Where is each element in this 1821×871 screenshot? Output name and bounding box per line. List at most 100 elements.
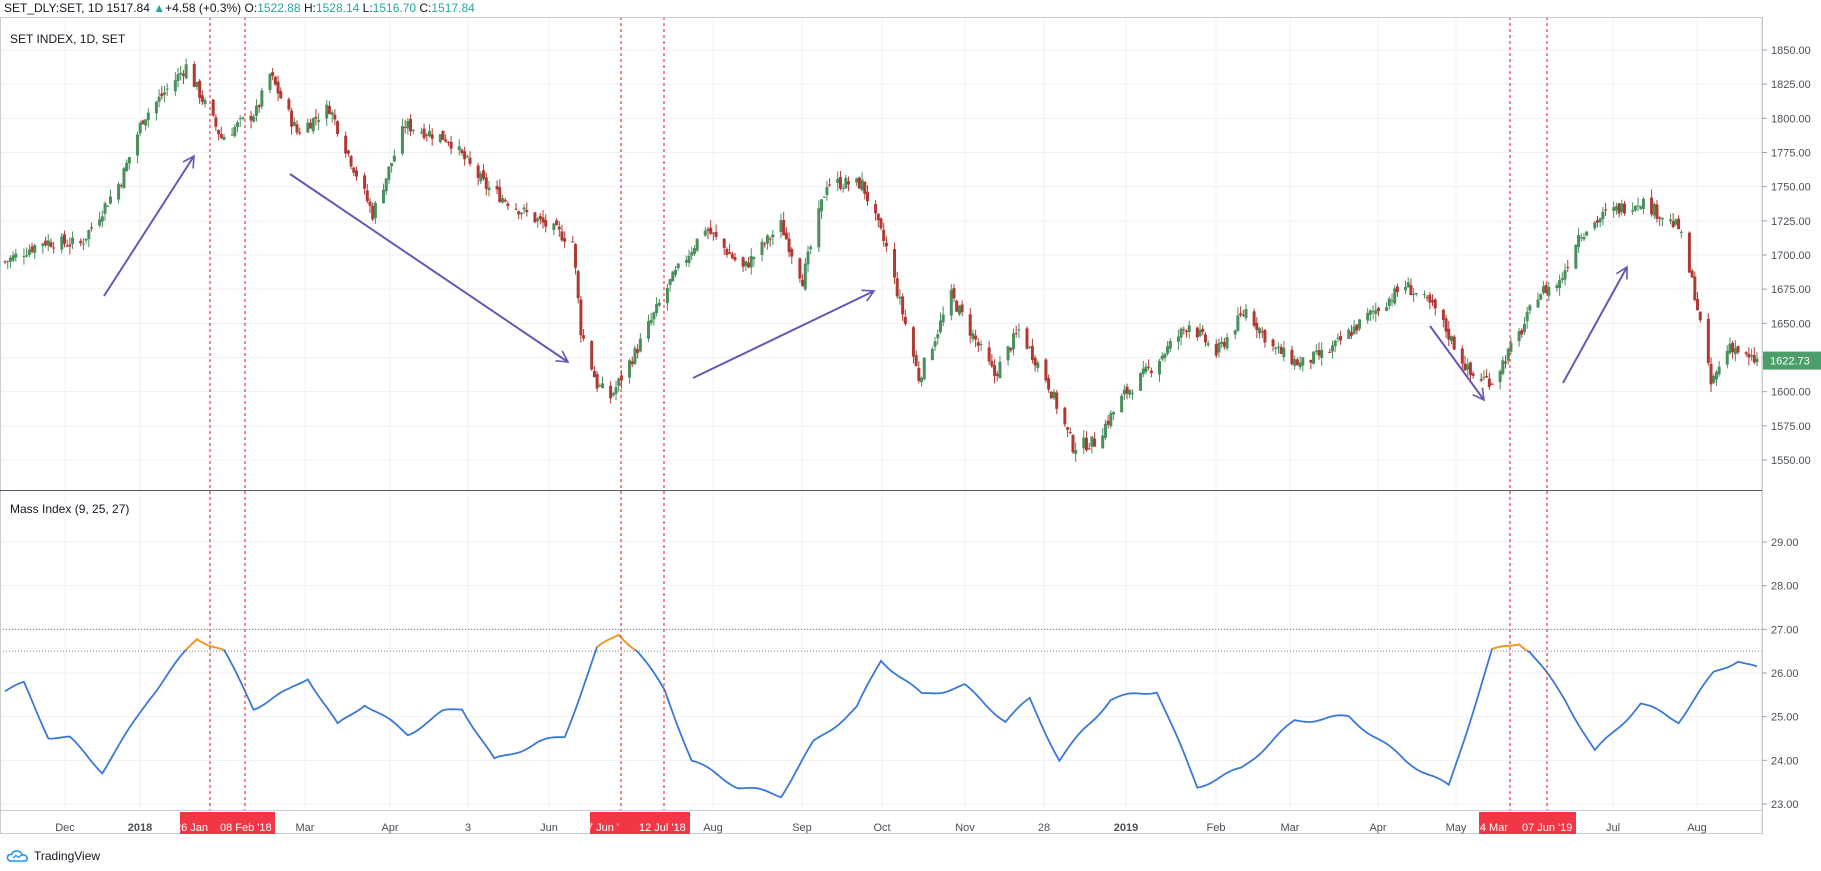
- candle-body: [860, 179, 864, 191]
- candle-body: [346, 150, 350, 154]
- candle-body: [106, 205, 110, 207]
- candle-body: [217, 129, 221, 135]
- candle-body: [479, 173, 483, 182]
- signal-date-box: [180, 812, 275, 834]
- candle-body: [1574, 244, 1578, 269]
- candle-body: [836, 178, 840, 184]
- candle-body: [552, 223, 556, 231]
- candle-body: [1195, 327, 1199, 338]
- candle-body: [590, 341, 594, 370]
- candle-body: [260, 90, 264, 107]
- candle-body: [1128, 389, 1132, 395]
- candle-body: [3, 261, 7, 263]
- candle-body: [419, 131, 423, 133]
- candle-body: [1258, 328, 1262, 334]
- candle-body: [665, 287, 669, 304]
- candle-body: [1352, 326, 1356, 334]
- candle-body: [1244, 309, 1248, 319]
- time-tick-label: Aug: [703, 822, 723, 834]
- candle-body: [108, 196, 112, 204]
- candle-body: [1279, 346, 1283, 354]
- candle-body: [1217, 342, 1221, 353]
- candle-body: [882, 229, 886, 241]
- candle-body: [1112, 411, 1116, 415]
- candle-body: [100, 216, 104, 222]
- axes: 1850.00 1825.00 1800.00 1775.00 1750.00 1725.…: [0, 17, 1821, 834]
- candle-body: [1577, 235, 1581, 248]
- candle-body: [1314, 350, 1318, 352]
- candle-body: [1084, 437, 1088, 451]
- time-tick-label: Apr: [1369, 822, 1386, 834]
- candle-body: [633, 347, 637, 364]
- candle-body: [1677, 218, 1681, 230]
- candle-body: [1011, 333, 1015, 350]
- candle-body: [614, 387, 618, 394]
- candle-body: [403, 126, 407, 128]
- mass-index-bulge: [596, 633, 636, 651]
- candle-body: [865, 191, 869, 202]
- candle-body: [1055, 392, 1059, 409]
- mass-index-bulge: [185, 638, 225, 651]
- price-tick-label: 1750.00: [1771, 182, 1811, 194]
- candle-body: [1390, 300, 1394, 302]
- candle-body: [611, 393, 615, 396]
- mass-index-pane[interactable]: [0, 628, 1762, 799]
- price-tick-label: 1775.00: [1771, 148, 1811, 160]
- price-tick-label: 1825.00: [1771, 79, 1811, 91]
- candle-body: [1144, 366, 1148, 373]
- candle-body: [1087, 448, 1091, 450]
- candle-body: [695, 238, 699, 251]
- candle-body: [933, 341, 937, 347]
- candle-body: [741, 257, 745, 267]
- candle-body: [538, 216, 542, 220]
- candle-body: [998, 361, 1002, 379]
- candle-body: [1671, 221, 1675, 227]
- candle-body: [1452, 336, 1456, 350]
- candle-body: [1066, 427, 1070, 430]
- candle-body: [1731, 342, 1735, 353]
- candle-body: [1271, 339, 1275, 347]
- candle-body: [103, 203, 107, 214]
- candle-body: [1320, 349, 1324, 358]
- candle-body: [1312, 351, 1316, 364]
- candle-body: [706, 229, 710, 231]
- signal-date-label: 27 Jun ': [581, 822, 619, 834]
- candle-body: [195, 81, 199, 87]
- candle-body: [60, 236, 64, 250]
- candle-body: [1109, 413, 1113, 427]
- candle-body: [936, 334, 940, 339]
- candle-body: [671, 271, 675, 282]
- candle-body: [1009, 348, 1013, 351]
- time-tick-label: Jun: [540, 822, 558, 834]
- candle-body: [822, 196, 826, 198]
- symbol-title: SET_DLY:SET, 1D: [4, 1, 104, 15]
- candle-body: [1717, 366, 1721, 375]
- last-price: 1517.84: [106, 1, 150, 15]
- tradingview-logo[interactable]: TradingView: [6, 849, 100, 863]
- candle-body: [157, 96, 161, 102]
- signal-date-label: 24 Mar: [1474, 822, 1509, 834]
- candle-body: [500, 198, 504, 203]
- candle-body: [576, 271, 580, 299]
- candle-body: [444, 139, 448, 142]
- candle-body: [200, 95, 204, 102]
- signal-date-box: [1479, 812, 1576, 834]
- candle-body: [298, 132, 302, 134]
- candle-body: [749, 256, 753, 268]
- candle-body: [257, 105, 261, 108]
- candle-body: [179, 72, 183, 75]
- candle-body: [1422, 293, 1426, 295]
- candle-body: [1101, 435, 1105, 449]
- candle-body: [595, 374, 599, 389]
- candle-body: [306, 122, 310, 133]
- candle-body: [725, 248, 729, 255]
- candle-body: [901, 296, 905, 315]
- candle-body: [771, 234, 775, 238]
- candle-body: [1187, 325, 1191, 332]
- candle-body: [336, 121, 340, 135]
- price-pane[interactable]: [3, 58, 1759, 462]
- candle-body: [782, 220, 786, 236]
- candle-body: [563, 238, 567, 242]
- candle-body: [52, 247, 56, 249]
